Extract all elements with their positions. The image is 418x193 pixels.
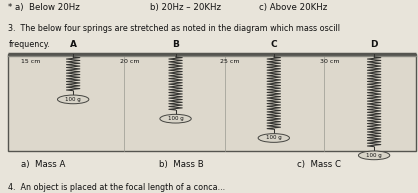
Text: b)  Mass B: b) Mass B — [159, 160, 204, 169]
Text: 3.  The below four springs are stretched as noted in the diagram which mass osci: 3. The below four springs are stretched … — [8, 24, 340, 33]
Text: a)  Mass A: a) Mass A — [21, 160, 65, 169]
Bar — [8, 54, 416, 151]
Text: 30 cm: 30 cm — [320, 59, 339, 64]
Text: B: B — [172, 40, 179, 49]
Text: A: A — [70, 40, 76, 49]
Text: 25 cm: 25 cm — [221, 59, 240, 64]
Ellipse shape — [358, 151, 390, 160]
Text: c)  Mass C: c) Mass C — [297, 160, 341, 169]
Text: 100 g: 100 g — [168, 116, 184, 121]
Text: 100 g: 100 g — [266, 135, 282, 141]
Text: 15 cm: 15 cm — [21, 59, 40, 64]
Text: 4.  An object is placed at the focal length of a conca...: 4. An object is placed at the focal leng… — [8, 183, 225, 192]
Text: C: C — [270, 40, 277, 49]
Ellipse shape — [258, 134, 289, 142]
Ellipse shape — [57, 95, 89, 104]
Text: 20 cm: 20 cm — [120, 59, 140, 64]
Text: b) 20Hz – 20KHz: b) 20Hz – 20KHz — [150, 3, 222, 12]
Text: 100 g: 100 g — [65, 97, 81, 102]
Ellipse shape — [160, 114, 191, 123]
Text: c) Above 20KHz: c) Above 20KHz — [259, 3, 327, 12]
Text: D: D — [370, 40, 378, 49]
Text: 100 g: 100 g — [366, 153, 382, 158]
Text: * a)  Below 20Hz: * a) Below 20Hz — [8, 3, 80, 12]
Text: frequency.: frequency. — [8, 40, 50, 49]
